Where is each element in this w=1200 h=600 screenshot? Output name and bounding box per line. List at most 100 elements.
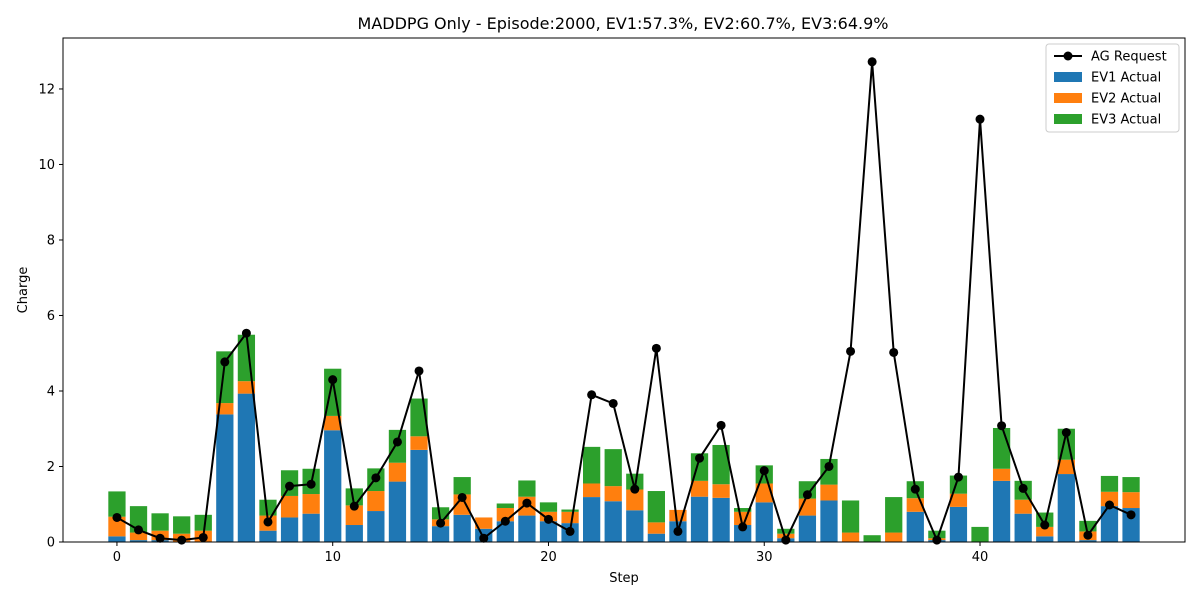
ag-request-point [781, 535, 791, 545]
ag-request-point [349, 501, 359, 511]
bar-ev1-step-29 [734, 525, 752, 542]
ag-request-point [716, 420, 726, 430]
bar-ev2-step-26 [669, 509, 687, 522]
ag-request-point [522, 498, 532, 508]
bar-ev2-step-43 [1036, 526, 1054, 537]
y-tick-label: 12 [38, 82, 55, 97]
bar-ev3-step-21 [561, 509, 579, 512]
ag-request-point [910, 484, 920, 494]
bar-ev3-step-0 [108, 491, 126, 517]
ag-request-point [1126, 510, 1136, 520]
y-axis: 0 2 4 6 8 10 12 [38, 82, 63, 551]
bar-ev2-step-17 [475, 517, 493, 529]
bar-ev2-step-47 [1122, 492, 1140, 509]
legend-box [1045, 43, 1180, 133]
bar-ev1-step-41 [992, 480, 1011, 542]
bar-ev3-step-40 [971, 526, 989, 542]
bar-ev2-step-33 [820, 484, 838, 501]
bar-ev2-step-1 [129, 532, 148, 541]
ag-request-point [220, 357, 230, 367]
bar-ev3-step-29 [734, 508, 752, 512]
bar-ev3-step-3 [173, 516, 191, 534]
ag-request-point [134, 525, 144, 535]
ag-request-point [177, 535, 187, 545]
bar-ev2-step-13 [388, 462, 407, 482]
bar-ev2-step-12 [367, 491, 385, 512]
ag-request-point [263, 517, 273, 527]
ag-request-point [846, 346, 856, 356]
bar-ev3-step-23 [604, 449, 622, 487]
bar-ev1-step-10 [324, 430, 342, 542]
ag-request-point [1018, 483, 1028, 493]
bar-ev3-step-4 [194, 514, 212, 531]
bar-ev3-step-19 [518, 480, 536, 497]
y-axis-label: Charge [16, 267, 31, 314]
bar-ev1-step-24 [626, 510, 644, 542]
bar-ev2-step-23 [604, 486, 622, 502]
ag-request-point [500, 516, 510, 526]
bar-ev1-step-18 [496, 521, 514, 542]
plot-area [108, 57, 1140, 545]
bar-ev3-step-38 [928, 530, 946, 539]
bar-ev3-step-16 [453, 477, 471, 495]
ag-request-point [975, 114, 985, 124]
ag-request-point [392, 437, 402, 447]
bar-ev2-step-8 [280, 495, 299, 518]
ag-request-point [1104, 500, 1114, 510]
bar-ev1-step-42 [1014, 513, 1032, 542]
bar-ev2-step-10 [324, 415, 342, 431]
bar-ev2-step-44 [1057, 459, 1075, 475]
bar-ev2-step-25 [647, 522, 665, 534]
bar-ev2-step-11 [345, 505, 363, 526]
bar-ev1-step-8 [280, 517, 299, 542]
ag-request-point [738, 522, 748, 532]
y-tick-label: 6 [47, 309, 55, 324]
bar-ev2-step-22 [583, 483, 601, 498]
bar-ev1-step-45 [1079, 540, 1097, 542]
ag-request-point [802, 490, 812, 500]
legend-label: EV2 Actual [1091, 92, 1161, 107]
bar-ev1-step-47 [1122, 508, 1140, 542]
bar-ev1-step-33 [820, 500, 838, 542]
legend: AG Request EV1 Actual EV2 Actual EV3 Actual [1045, 43, 1180, 133]
bar-ev3-step-1 [129, 506, 148, 533]
bar-ev2-step-21 [561, 511, 579, 524]
y-tick-label: 4 [47, 384, 55, 399]
ag-request-point [328, 375, 338, 385]
bar-ev1-step-0 [108, 536, 126, 542]
chart-title: MADDPG Only - Episode:2000, EV1:57.3%, E… [358, 14, 889, 33]
bar-ev1-step-22 [583, 497, 601, 542]
bar-ev1-step-13 [388, 481, 407, 542]
y-tick-label: 0 [47, 536, 55, 551]
legend-swatch [1054, 72, 1082, 82]
bar-ev3-step-45 [1079, 520, 1097, 532]
bar-ev2-step-39 [949, 493, 968, 507]
bar-ev2-step-5 [216, 403, 234, 415]
bar-ev2-step-42 [1014, 499, 1032, 514]
bar-ev1-step-32 [798, 515, 817, 542]
ag-request-point [436, 518, 446, 528]
bar-ev3-step-35 [863, 535, 881, 542]
ag-request-point [198, 532, 208, 542]
bar-ev3-step-18 [496, 503, 514, 509]
bar-ev1-step-15 [431, 526, 450, 542]
y-tick-label: 2 [47, 460, 55, 475]
bar-ev1-step-23 [604, 501, 622, 542]
bar-ev3-step-15 [431, 507, 450, 520]
ag-request-point [651, 343, 661, 353]
ag-request-point [457, 492, 467, 502]
bar-ev1-step-27 [690, 496, 709, 542]
ag-request-point [997, 421, 1007, 431]
ag-request-point [1040, 520, 1050, 530]
bar-ev1-step-44 [1057, 474, 1075, 542]
ag-request-point [889, 347, 899, 357]
bar-ev1-step-14 [410, 449, 428, 542]
bar-ev1-step-12 [367, 511, 385, 542]
bar-ev1-step-6 [237, 393, 256, 542]
bar-ev1-step-39 [949, 506, 968, 542]
bar-ev2-step-27 [690, 480, 709, 497]
bar-ev3-step-31 [777, 528, 795, 534]
bar-ev1-step-30 [755, 502, 773, 542]
ag-request-point [673, 526, 683, 536]
ag-request-point [112, 512, 122, 522]
